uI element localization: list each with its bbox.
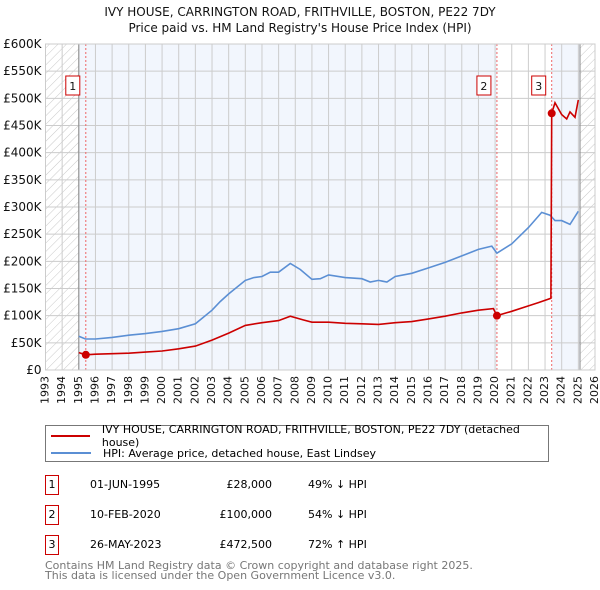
sale-label: 2 (480, 80, 487, 93)
x-tick-label: 1998 (122, 376, 135, 404)
x-tick-label: 2025 (571, 376, 584, 404)
y-tick-label: £600K (3, 37, 43, 51)
footer-licence: This data is licensed under the Open Gov… (45, 569, 396, 582)
x-tick-label: 2001 (172, 376, 185, 404)
y-tick-label: £200K (3, 254, 43, 268)
transaction-number: 1 (45, 475, 59, 495)
legend-item-property: IVY HOUSE, CARRINGTON ROAD, FRITHVILLE, … (46, 423, 548, 449)
x-tick-label: 2015 (405, 376, 418, 404)
y-tick-label: £500K (3, 91, 43, 105)
x-tick-label: 2024 (555, 376, 568, 404)
sale-point (81, 350, 90, 359)
x-tick-label: 2021 (505, 376, 518, 404)
sale-label: 1 (69, 80, 76, 93)
x-tick-label: 2011 (338, 376, 351, 404)
x-tick-label: 2000 (155, 376, 168, 404)
y-tick-label: £150K (3, 282, 43, 296)
transaction-date: 10-FEB-2020 (90, 508, 161, 521)
x-tick-label: 2003 (205, 376, 218, 404)
y-tick-label: £550K (3, 64, 43, 78)
y-tick-label: £400K (3, 146, 43, 160)
legend-label: IVY HOUSE, CARRINGTON ROAD, FRITHVILLE, … (101, 423, 520, 449)
sale-label: 3 (535, 80, 542, 93)
x-tick-label: 2010 (322, 376, 335, 404)
legend-item-hpi: HPI: Average price, detached house, East… (46, 445, 376, 461)
x-tick-label: 1993 (39, 376, 52, 404)
transaction-hpi: 54% ↓ HPI (308, 508, 367, 521)
sale-label-box (476, 75, 492, 96)
x-tick-label: 1997 (105, 376, 118, 404)
x-tick-label: 2020 (488, 376, 501, 404)
x-tick-label: 2022 (521, 376, 534, 404)
x-tick-label: 2017 (438, 376, 451, 404)
x-tick-label: 2014 (388, 376, 401, 404)
x-tick-label: 2023 (538, 376, 551, 404)
sale-point (547, 109, 556, 118)
x-tick-label: 1999 (138, 376, 151, 404)
transaction-row: 1 01-JUN-1995 £28,000 49% ↓ HPI (45, 475, 545, 495)
x-tick-label: 2019 (471, 376, 484, 404)
x-tick-label: 2002 (188, 376, 201, 404)
y-tick-label: £250K (3, 227, 43, 241)
x-tick-label: 2008 (288, 376, 301, 404)
transaction-hpi: 72% ↑ HPI (308, 538, 367, 551)
x-tick-label: 2026 (588, 376, 600, 404)
price-chart: 1993 1994 1995 1996 1997 1998 1999 2000 2001 2002… (3, 37, 600, 404)
hpi-line (78, 210, 579, 340)
x-tick-label: 2016 (421, 376, 434, 404)
footer-copyright: Contains HM Land Registry data © Crown c… (45, 559, 473, 572)
transaction-number: 2 (45, 505, 59, 525)
property-price-line (78, 99, 580, 356)
sale-label-box (65, 75, 81, 96)
sale-point (492, 311, 501, 320)
x-tick-label: 1995 (72, 376, 85, 404)
y-tick-label: £350K (3, 173, 43, 187)
transaction-date: 01-JUN-1995 (90, 478, 161, 491)
transaction-number: 3 (45, 535, 59, 555)
x-tick-label: 1996 (88, 376, 101, 404)
transaction-hpi: 49% ↓ HPI (308, 478, 367, 491)
transaction-price: £472,500 (219, 538, 273, 551)
transaction-price: £28,000 (226, 478, 273, 491)
legend: IVY HOUSE, CARRINGTON ROAD, FRITHVILLE, … (45, 423, 549, 462)
x-tick-label: 2004 (222, 376, 235, 404)
y-tick-label: £0 (26, 363, 41, 377)
x-tick-label: 2009 (305, 376, 318, 404)
sale-label-box (531, 75, 547, 96)
x-tick-label: 2007 (272, 376, 285, 404)
plot-border (45, 43, 596, 371)
chart-subtitle: Price paid vs. HM Land Registry's House … (128, 21, 472, 35)
y-tick-label: £100K (3, 309, 43, 323)
x-tick-label: 2012 (355, 376, 368, 404)
transaction-date: 26-MAY-2023 (90, 538, 162, 551)
y-tick-label: £50K (11, 336, 43, 350)
y-tick-label: £450K (3, 119, 43, 133)
x-tick-label: 1994 (55, 376, 68, 404)
x-tick-label: 2005 (238, 376, 251, 404)
legend-label: HPI: Average price, detached house, East… (103, 446, 377, 460)
y-tick-label: £300K (3, 200, 43, 214)
x-tick-label: 2018 (455, 376, 468, 404)
x-tick-label: 2006 (255, 376, 268, 404)
transaction-row: 2 10-FEB-2020 £100,000 54% ↓ HPI (45, 505, 545, 525)
legend-swatch-blue (51, 452, 91, 454)
transaction-row: 3 26-MAY-2023 £472,500 72% ↑ HPI (45, 535, 545, 555)
legend-swatch-red (51, 435, 90, 437)
x-tick-label: 2013 (372, 376, 385, 404)
chart-title: IVY HOUSE, CARRINGTON ROAD, FRITHVILLE, … (104, 5, 496, 19)
transaction-price: £100,000 (219, 508, 273, 521)
